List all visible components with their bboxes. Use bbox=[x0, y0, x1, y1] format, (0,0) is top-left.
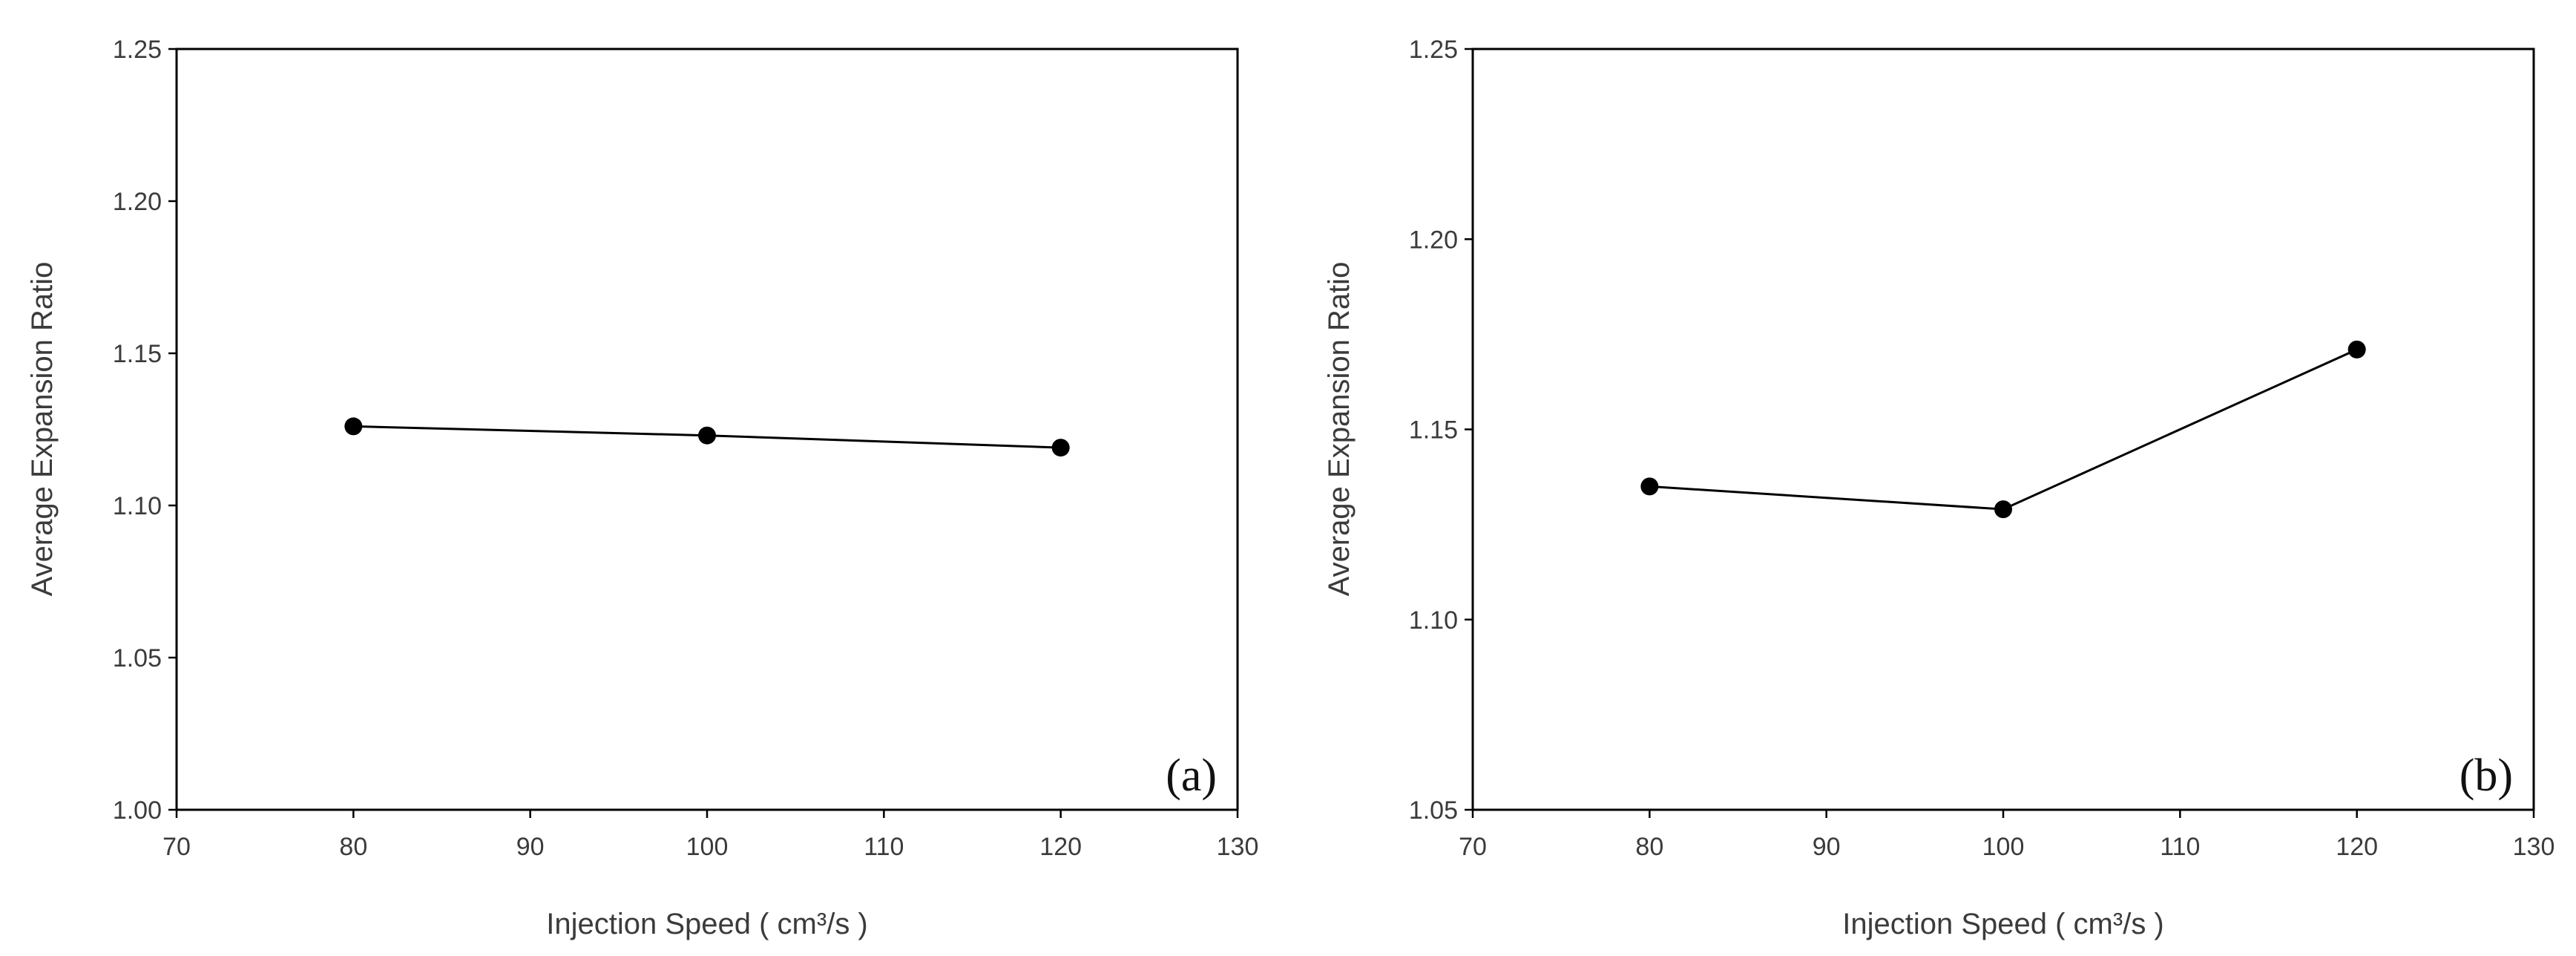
chart-panel-b: 1.051.101.151.201.25 70 80 90 100 110 120 130 … bbox=[1323, 36, 2554, 940]
y-tick-labels-a: 1.00 1.05 1.10 1.15 1.20 1.25 bbox=[113, 36, 162, 825]
y-tick-label-a-1: 1.05 bbox=[113, 644, 162, 672]
y-tick-label-a-3: 1.15 bbox=[113, 340, 162, 368]
y-tick-labels-b: 1.05 1.10 1.15 1.20 1.25 bbox=[1409, 36, 1458, 825]
data-point-b-0-0 bbox=[1640, 477, 1659, 496]
x-tick-label-a-0: 70 bbox=[162, 833, 191, 861]
y-axis-label-b: Average Expansion Ratio bbox=[1323, 262, 1356, 597]
y-tick-label-b-3: 1.20 bbox=[1409, 226, 1458, 254]
x-tick-marks-b bbox=[1471, 810, 2535, 818]
y-tick-marks-a bbox=[168, 48, 177, 811]
y-tick-label-b-2: 1.15 bbox=[1409, 416, 1458, 445]
x-tick-label-b-0: 70 bbox=[1459, 833, 1487, 861]
x-tick-label-b-6: 130 bbox=[2513, 833, 2555, 861]
panel-label-b: (b) bbox=[2460, 750, 2513, 801]
x-tick-label-a-3: 100 bbox=[686, 833, 729, 861]
y-tick-label-b-4: 1.25 bbox=[1409, 36, 1458, 64]
x-tick-label-b-2: 90 bbox=[1813, 833, 1841, 861]
x-tick-labels-b: 70 80 90 100 110 120 130 bbox=[1459, 833, 2554, 861]
x-tick-label-b-3: 100 bbox=[1982, 833, 2025, 861]
x-tick-label-a-6: 130 bbox=[1217, 833, 1259, 861]
x-tick-label-a-5: 120 bbox=[1039, 833, 1082, 861]
x-axis-label-b: Injection Speed ( cm³/s ) bbox=[1842, 908, 2164, 940]
x-tick-label-b-4: 110 bbox=[2160, 833, 2200, 861]
y-tick-label-a-2: 1.10 bbox=[113, 492, 162, 520]
chart-panel-a: 1.00 1.05 1.10 1.15 1.20 1.25 70 80 90 100 110 120… bbox=[26, 36, 1258, 940]
data-point-b-0-2 bbox=[2347, 340, 2366, 358]
data-point-a-0-0 bbox=[344, 417, 363, 436]
x-tick-label-a-4: 110 bbox=[864, 833, 904, 861]
panel-label-a: (a) bbox=[1166, 750, 1217, 801]
x-tick-label-a-1: 80 bbox=[339, 833, 367, 861]
data-point-a-0-1 bbox=[698, 426, 716, 445]
x-tick-label-b-1: 80 bbox=[1635, 833, 1663, 861]
y-tick-label-a-4: 1.20 bbox=[113, 188, 162, 216]
x-tick-marks-a bbox=[175, 810, 1239, 818]
plot-frame-b bbox=[1471, 48, 2535, 811]
x-tick-labels-a: 70 80 90 100 110 120 130 bbox=[162, 833, 1258, 861]
data-point-a-0-2 bbox=[1051, 439, 1070, 457]
x-axis-label-a: Injection Speed ( cm³/s ) bbox=[546, 908, 868, 940]
series-group-b bbox=[1640, 340, 2366, 519]
y-tick-label-a-0: 1.00 bbox=[113, 796, 162, 825]
y-tick-label-b-0: 1.05 bbox=[1409, 796, 1458, 825]
x-tick-label-a-2: 90 bbox=[516, 833, 545, 861]
y-tick-label-a-5: 1.25 bbox=[113, 36, 162, 64]
y-tick-label-b-1: 1.10 bbox=[1409, 606, 1458, 635]
y-tick-marks-b bbox=[1465, 48, 1473, 811]
y-axis-label-a: Average Expansion Ratio bbox=[26, 262, 59, 597]
x-tick-label-b-5: 120 bbox=[2336, 833, 2378, 861]
series-line-b-0 bbox=[1649, 348, 2358, 511]
series-group-a bbox=[344, 417, 1070, 457]
data-point-b-0-1 bbox=[1994, 500, 2012, 519]
